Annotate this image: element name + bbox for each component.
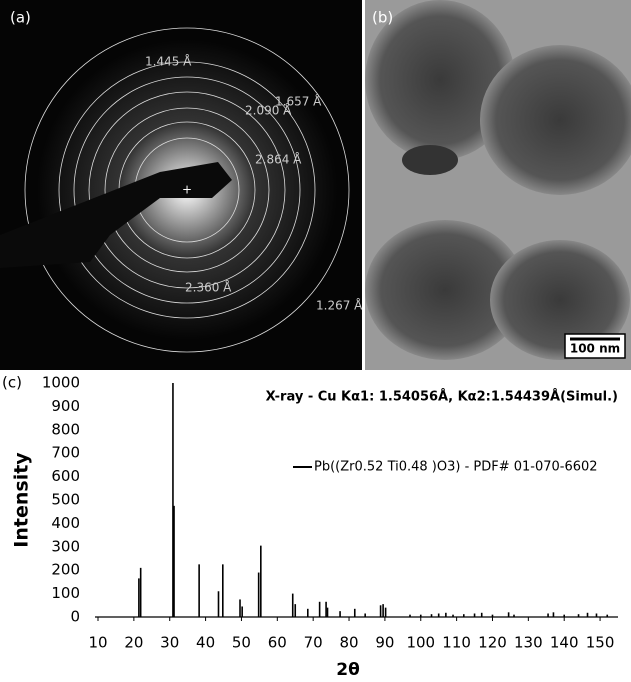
x-tick-label: 110 xyxy=(442,634,471,652)
x-axis-label: 2θ xyxy=(336,660,360,678)
scale-bar-label: 100 nm xyxy=(570,342,620,356)
x-tick-label: 80 xyxy=(339,634,358,652)
ring-label: 1.445 Å xyxy=(145,54,192,69)
ring-label: 2.864 Å xyxy=(255,152,302,167)
y-tick-label: 600 xyxy=(51,467,80,485)
y-tick-label: 700 xyxy=(51,444,80,462)
ring-label: 2.360 Å xyxy=(185,280,232,295)
y-tick-label: 300 xyxy=(51,537,80,555)
panel-label: (a) xyxy=(10,9,31,27)
x-tick-label: 140 xyxy=(550,634,579,652)
x-tick-label: 40 xyxy=(196,634,215,652)
ring-label: 1.657 Å xyxy=(275,94,322,109)
x-tick-label: 70 xyxy=(304,634,323,652)
x-tick-label: 130 xyxy=(514,634,543,652)
x-tick-label: 90 xyxy=(375,634,394,652)
ring-label: 2.090 Å xyxy=(245,103,292,118)
x-tick-label: 30 xyxy=(160,634,179,652)
panel-label: (b) xyxy=(372,9,393,27)
y-tick-label: 0 xyxy=(70,608,80,626)
x-tick-label: 100 xyxy=(406,634,435,652)
x-tick-label: 50 xyxy=(232,634,251,652)
svg-text:+: + xyxy=(182,183,192,197)
y-tick-label: 500 xyxy=(51,491,80,509)
panel-a: + (a) 1.445 Å 1.657 Å 2.090 Å 2.864 Å 2.… xyxy=(0,0,363,370)
x-tick-label: 60 xyxy=(268,634,287,652)
x-tick-label: 10 xyxy=(88,634,107,652)
y-tick-label: 1000 xyxy=(42,374,80,392)
x-tick-label: 20 xyxy=(124,634,143,652)
y-tick-label: 800 xyxy=(51,420,80,438)
y-tick-label: 400 xyxy=(51,514,80,532)
y-tick-label: 100 xyxy=(51,584,80,602)
chart: (c) X-ray - Cu Kα1: 1.54056Å, Kα2:1.5443… xyxy=(2,374,618,680)
annotation: X-ray - Cu Kα1: 1.54056Å, Kα2:1.54439Å(S… xyxy=(266,389,618,405)
y-axis-label: Intensity xyxy=(11,452,33,548)
y-tick-label: 900 xyxy=(51,397,80,415)
y-tick-label: 200 xyxy=(51,561,80,579)
x-tick-label: 150 xyxy=(586,634,615,652)
panel-b: (b) 100 nm xyxy=(365,0,631,370)
x-tick-label: 120 xyxy=(478,634,507,652)
panel-label: (c) xyxy=(2,374,22,392)
legend-label: Pb((Zr0.52 Ti0.48 )O3) - PDF# 01-070-660… xyxy=(314,460,598,475)
ring-label: 1.267 Å xyxy=(316,298,363,313)
